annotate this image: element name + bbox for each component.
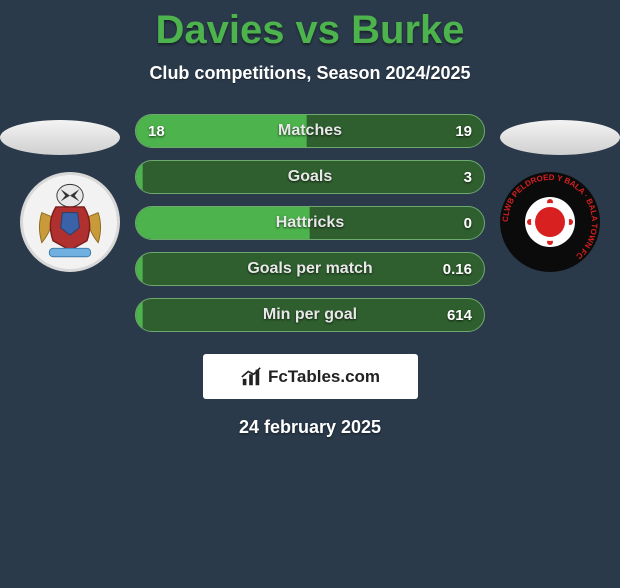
stat-bar-row: Min per goal614 bbox=[135, 298, 485, 332]
bar-chart-icon bbox=[240, 366, 262, 388]
stat-label: Matches bbox=[136, 115, 484, 147]
stat-bar-row: 18Matches19 bbox=[135, 114, 485, 148]
comparison-date: 24 february 2025 bbox=[0, 417, 620, 438]
club-crest-left bbox=[20, 172, 120, 272]
stat-label: Goals bbox=[136, 161, 484, 193]
stat-value-right: 614 bbox=[447, 299, 472, 331]
brand-text: FcTables.com bbox=[268, 367, 380, 387]
stat-value-right: 0.16 bbox=[443, 253, 472, 285]
heraldic-crest-icon bbox=[23, 175, 117, 269]
player-photo-right-placeholder bbox=[500, 120, 620, 155]
stat-bar-row: Goals3 bbox=[135, 160, 485, 194]
brand-attribution[interactable]: FcTables.com bbox=[203, 354, 418, 399]
stat-bar-row: Goals per match0.16 bbox=[135, 252, 485, 286]
crest-inner-circle bbox=[525, 197, 575, 247]
player-photo-left-placeholder bbox=[0, 120, 120, 155]
stat-bar-row: Hattricks0 bbox=[135, 206, 485, 240]
stat-value-right: 3 bbox=[464, 161, 472, 193]
page-title: Davies vs Burke bbox=[0, 8, 620, 53]
stat-label: Goals per match bbox=[136, 253, 484, 285]
stat-label: Hattricks bbox=[136, 207, 484, 239]
football-icon bbox=[535, 207, 565, 237]
stats-bar-list: 18Matches19 Goals3 Hattricks0 Goals per mat… bbox=[135, 114, 485, 332]
club-crest-right: CLWB PELDROED Y BALA · BALA TOWN FC bbox=[500, 172, 600, 272]
page-subtitle: Club competitions, Season 2024/2025 bbox=[0, 63, 620, 84]
stat-value-right: 19 bbox=[455, 115, 472, 147]
stat-value-right: 0 bbox=[464, 207, 472, 239]
comparison-panel: CLWB PELDROED Y BALA · BALA TOWN FC 18Ma… bbox=[0, 114, 620, 438]
stat-label: Min per goal bbox=[136, 299, 484, 331]
